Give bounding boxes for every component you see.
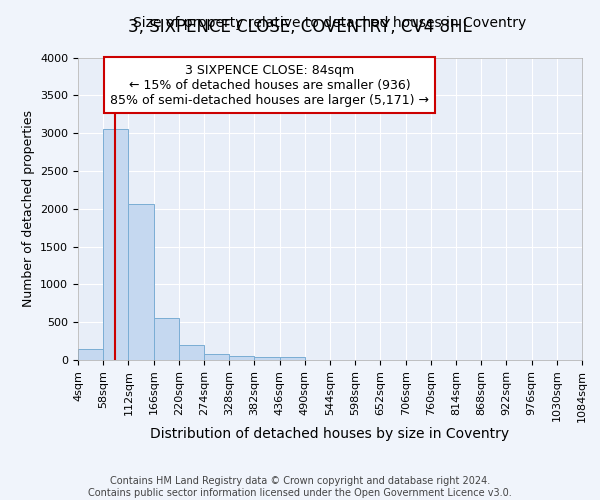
Bar <box>280 357 305 360</box>
Bar <box>128 204 154 360</box>
X-axis label: Distribution of detached houses by size in Coventry: Distribution of detached houses by size … <box>151 428 509 442</box>
Title: Size of property relative to detached houses in Coventry: Size of property relative to detached ho… <box>133 16 527 30</box>
Bar <box>254 357 280 360</box>
Bar <box>204 354 229 360</box>
Text: 3, SIXPENCE CLOSE, COVENTRY, CV4 8HL: 3, SIXPENCE CLOSE, COVENTRY, CV4 8HL <box>128 18 472 36</box>
Bar <box>154 318 179 360</box>
Bar <box>229 356 254 360</box>
Bar <box>78 350 103 360</box>
Bar <box>179 346 204 360</box>
Y-axis label: Number of detached properties: Number of detached properties <box>22 110 35 307</box>
Text: 3 SIXPENCE CLOSE: 84sqm
← 15% of detached houses are smaller (936)
85% of semi-d: 3 SIXPENCE CLOSE: 84sqm ← 15% of detache… <box>110 64 429 106</box>
Bar <box>103 128 128 360</box>
Text: Contains HM Land Registry data © Crown copyright and database right 2024.
Contai: Contains HM Land Registry data © Crown c… <box>88 476 512 498</box>
